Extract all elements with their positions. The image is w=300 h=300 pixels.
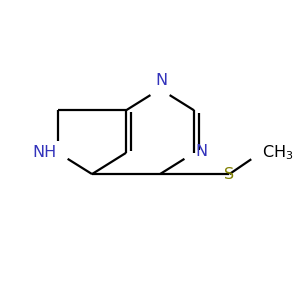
Text: N: N — [155, 73, 167, 88]
Text: CH$_3$: CH$_3$ — [262, 143, 293, 162]
Text: NH: NH — [32, 145, 57, 160]
Text: S: S — [224, 167, 235, 182]
Text: N: N — [196, 144, 208, 159]
